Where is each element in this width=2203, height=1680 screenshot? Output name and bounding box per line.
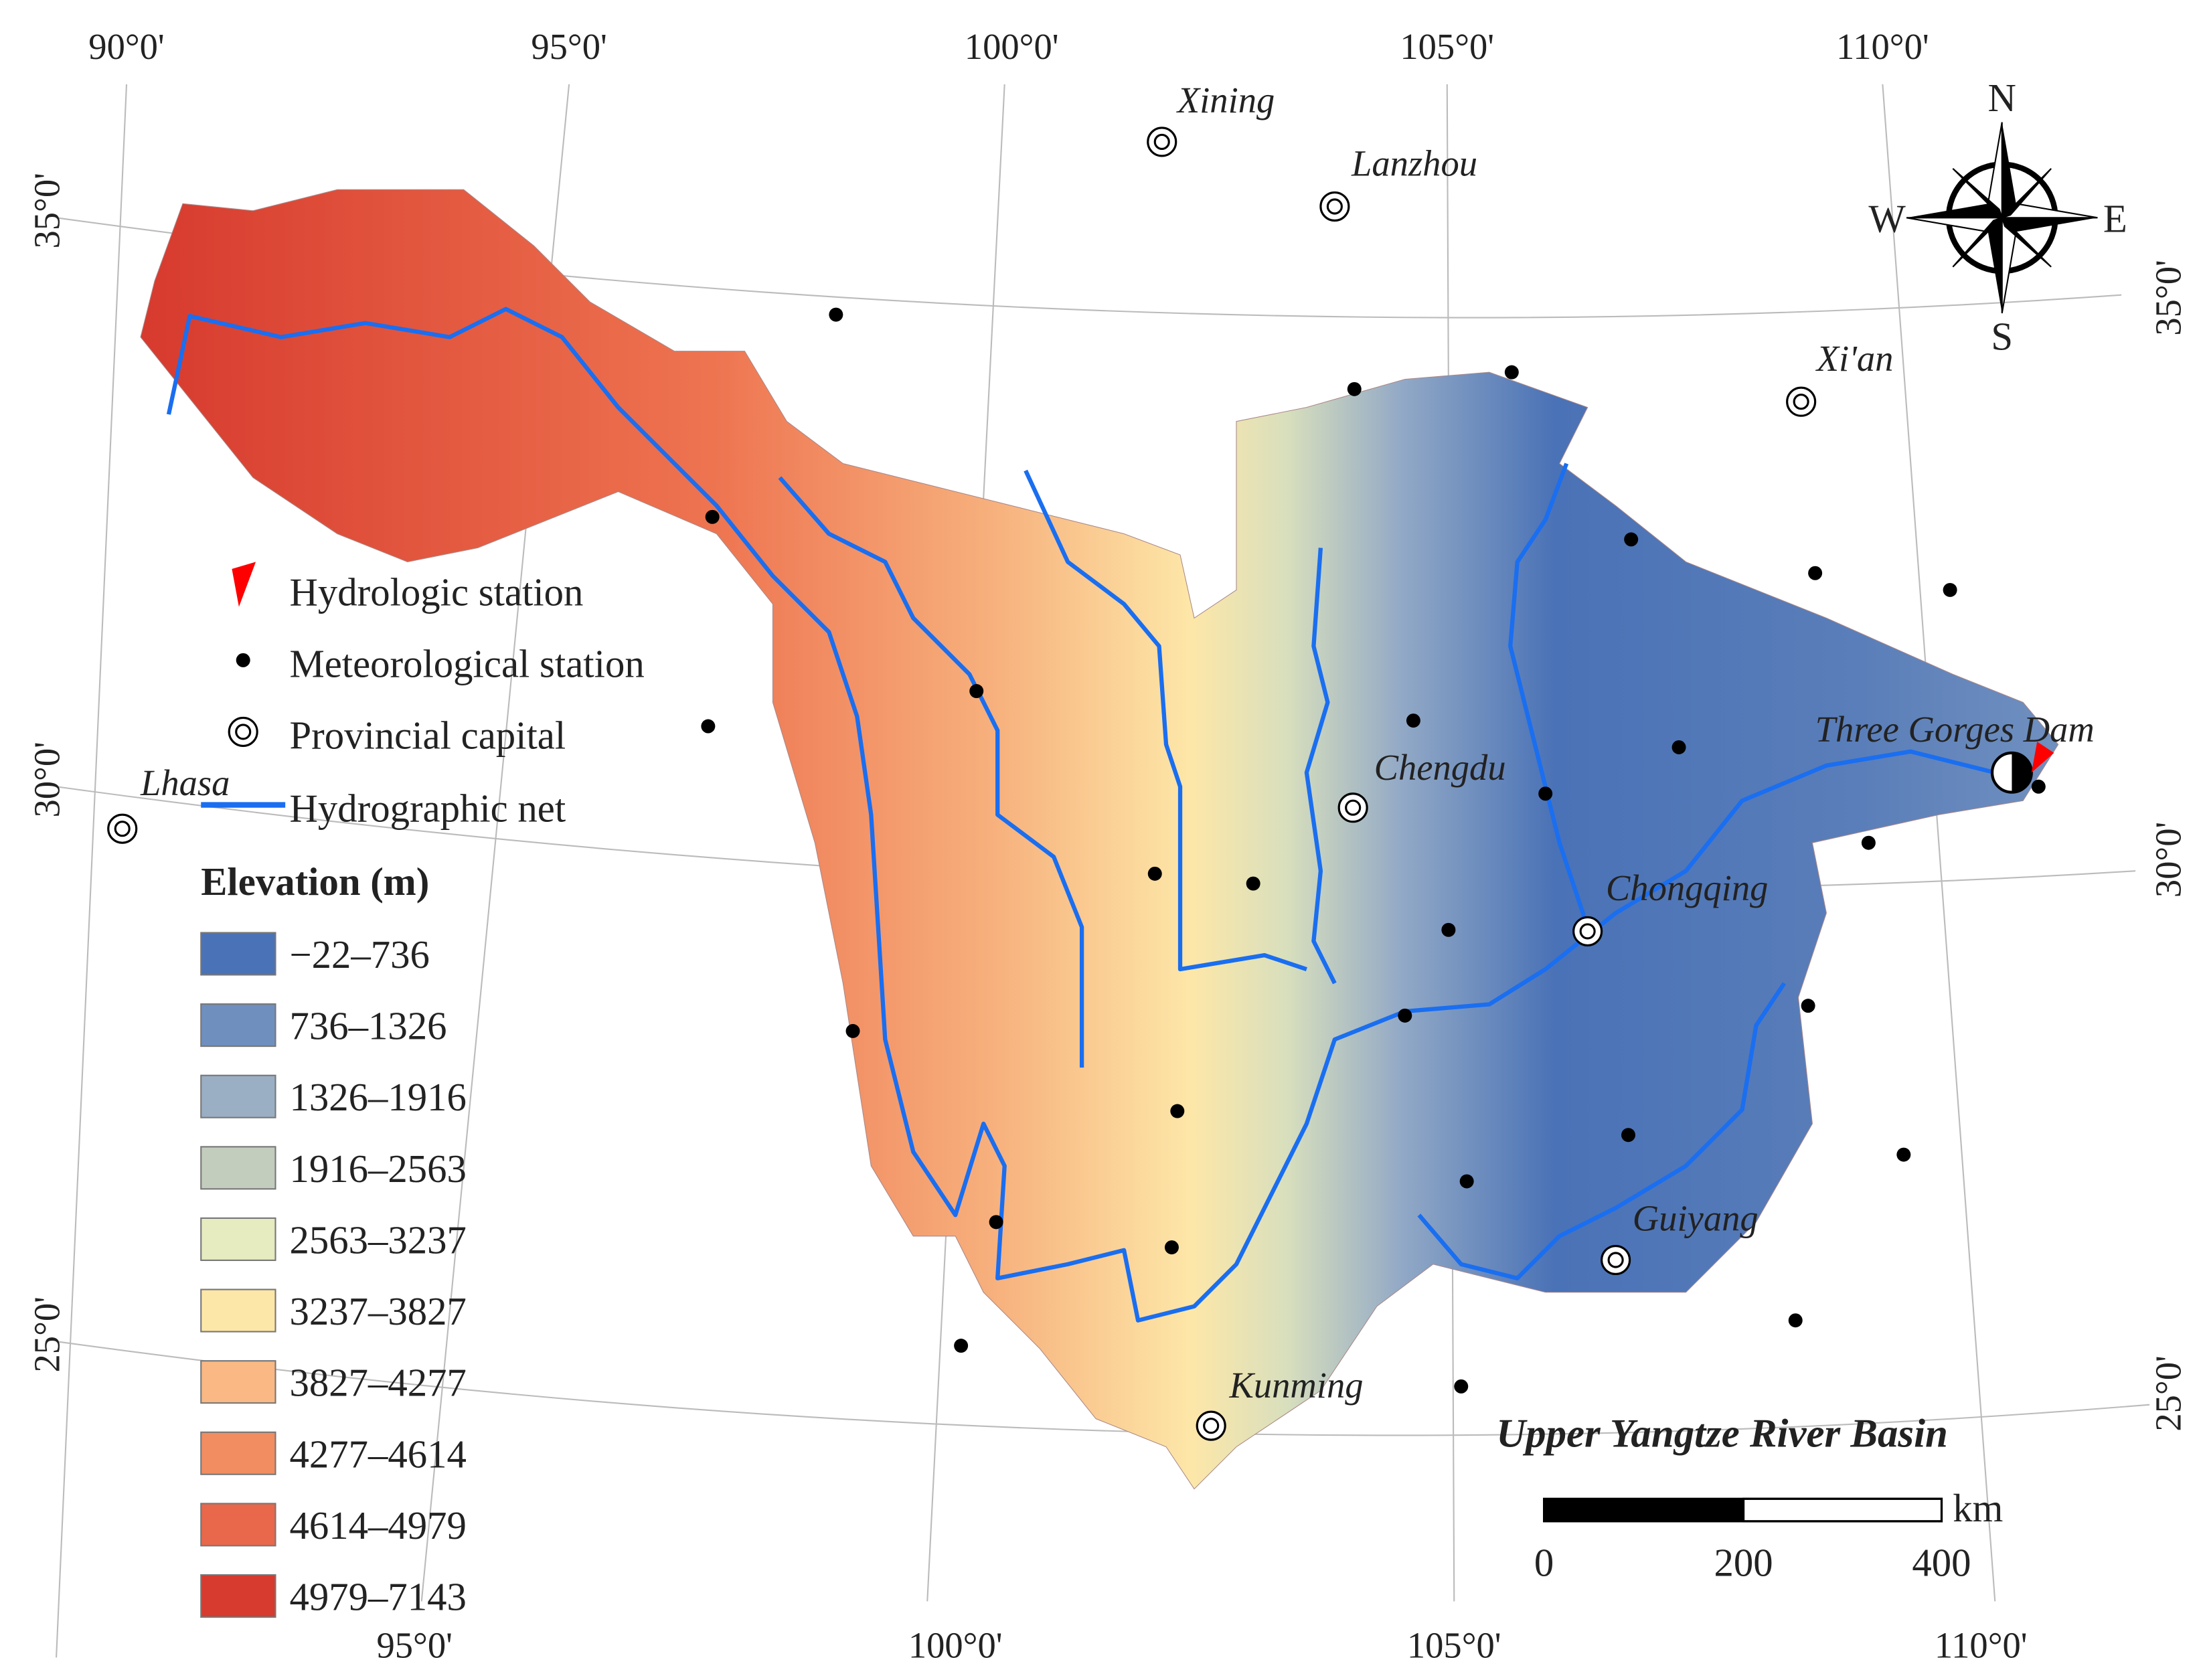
elevation-label: 2563–3237 (289, 1218, 466, 1262)
elevation-label: 736–1326 (289, 1005, 446, 1048)
scale-tick: 0 (1534, 1541, 1554, 1585)
capital-marker (1793, 394, 1809, 410)
elevation-label: 3237–3827 (289, 1290, 466, 1333)
capital-marker (1579, 923, 1596, 940)
graticule-label: 25°0' (26, 1296, 67, 1372)
elevation-label: −22–736 (289, 933, 429, 977)
capital-marker (1203, 1418, 1220, 1434)
elevation-swatch (200, 932, 276, 976)
graticule-label: 110°0' (1836, 26, 1929, 67)
compass-e: E (2103, 197, 2127, 240)
compass-w: W (1868, 197, 1906, 240)
graticule-label: 100°0' (908, 1624, 1003, 1665)
graticule-label: 90°0' (88, 26, 164, 67)
city-label: Chongqing (1606, 867, 1768, 908)
city-label: Xi'an (1815, 338, 1894, 379)
compass-n: N (1988, 76, 2016, 120)
meteorological-stations (701, 307, 2046, 1394)
dam-label: Three Gorges Dam (1815, 709, 2095, 750)
compass: N S E W (1868, 76, 2127, 359)
city-label: Chengdu (1374, 747, 1506, 788)
legend-item: Meteorological station (289, 643, 644, 686)
graticule-labels: 90°0' 95°0' 100°0' 105°0' 110°0' 95°0' 100°0' 1… (26, 26, 2188, 1665)
graticule-label: 100°0' (965, 26, 1059, 67)
three-gorges-dam (1990, 742, 2054, 794)
capital-marker (1153, 133, 1170, 151)
provincial-capitals: Xining Lanzhou Xi'an Lhasa Chengdu Chongqing G… (107, 80, 1894, 1441)
graticule-label: 30°0' (26, 742, 67, 817)
elevation-label: 4277–4614 (289, 1432, 466, 1476)
elevation-swatch (200, 1217, 276, 1261)
graticule-label: 110°0' (1935, 1624, 2028, 1665)
elevation-swatch (200, 1503, 276, 1547)
graticule-label: 30°0' (2147, 822, 2188, 898)
elevation-legend: −22–736 736–1326 1326–1916 1916–2563 2563–32… (200, 932, 467, 1618)
elevation-label: 1916–2563 (289, 1147, 466, 1191)
graticule-label: 35°0' (26, 173, 67, 248)
basin (140, 189, 2059, 1490)
elevation-swatch (200, 1288, 276, 1333)
elevation-label: 3827–4277 (289, 1361, 466, 1405)
city-label: Lhasa (140, 762, 230, 803)
rivers (166, 307, 1996, 1323)
elevation-swatch (200, 1074, 276, 1118)
legend-item: Provincial capital (289, 714, 566, 758)
elevation-swatch (200, 1431, 276, 1475)
elevation-swatch (200, 1574, 276, 1618)
scale-tick: 200 (1714, 1541, 1773, 1585)
elevation-label: 4979–7143 (289, 1575, 466, 1618)
legend-item: Hydrographic net (289, 787, 566, 831)
scale-tick: 400 (1912, 1541, 1971, 1585)
elevation-swatch (200, 1146, 276, 1190)
city-label: Kunming (1228, 1365, 1363, 1406)
graticule-label: 95°0' (377, 1624, 453, 1665)
capital-marker (1607, 1252, 1624, 1268)
legend: Hydrologic station Meteorological statio… (200, 562, 645, 1618)
elevation-label: 1326–1916 (289, 1076, 466, 1119)
city-label: Xining (1176, 80, 1275, 120)
scale-unit: km (1953, 1487, 2003, 1530)
graticule-label: 35°0' (2147, 260, 2188, 335)
map-title: Upper Yangtze River Basin (1496, 1412, 1948, 1456)
capital-marker (1326, 198, 1343, 215)
compass-s: S (1991, 315, 2013, 359)
capital-marker (114, 821, 131, 837)
graticule-label: 25°0' (2147, 1355, 2188, 1431)
capital-marker (1345, 799, 1362, 816)
graticule-label: 105°0' (1400, 26, 1494, 67)
graticule-label: 95°0' (531, 26, 606, 67)
graticule-label: 105°0' (1407, 1624, 1501, 1665)
elevation-title: Elevation (m) (201, 860, 429, 904)
elevation-label: 4614–4979 (289, 1504, 466, 1547)
elevation-swatch (200, 1003, 276, 1047)
scale-bar: 0 200 400 km (1534, 1487, 2003, 1585)
city-label: Guiyang (1633, 1197, 1759, 1238)
legend-item: Hydrologic station (289, 571, 583, 614)
city-label: Lanzhou (1351, 143, 1477, 183)
elevation-swatch (200, 1360, 276, 1404)
